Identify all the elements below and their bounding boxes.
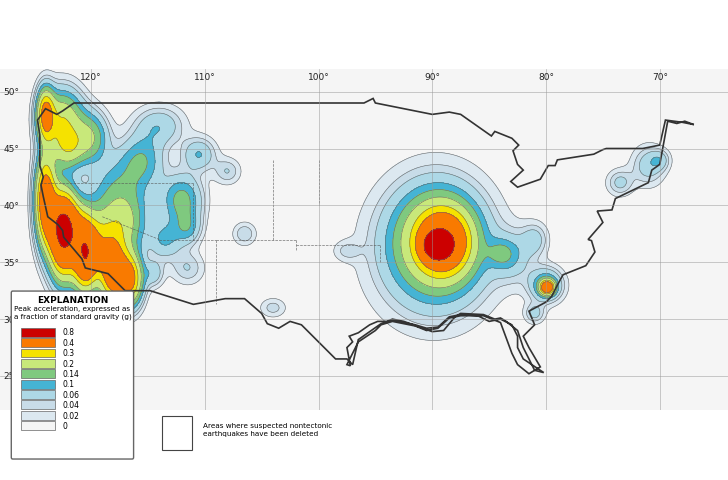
Bar [22,349,55,358]
Text: 100°: 100° [308,73,329,82]
Bar [22,370,55,378]
Text: 0.14: 0.14 [63,369,79,378]
Text: 0: 0 [63,421,67,430]
Text: 90°: 90° [424,73,440,82]
Text: 0.02: 0.02 [63,411,79,420]
Bar [22,359,55,368]
Bar [22,338,55,347]
Bar [162,416,192,450]
Bar [22,421,55,430]
Text: 0.3: 0.3 [63,348,74,358]
Bar [22,380,55,389]
Text: 35°: 35° [4,258,20,267]
Text: 0.4: 0.4 [63,338,74,347]
Text: 40°: 40° [4,202,19,210]
Text: 50°: 50° [4,88,20,97]
Text: 0.8: 0.8 [63,328,74,337]
Text: 110°: 110° [194,73,215,82]
Text: 70°: 70° [652,73,668,82]
Text: 0.04: 0.04 [63,400,79,409]
Bar [22,390,55,399]
Text: 45°: 45° [4,144,19,154]
Bar [22,328,55,337]
Bar [22,411,55,420]
Text: 120°: 120° [80,73,102,82]
Text: 25°: 25° [4,372,19,381]
Text: EXPLANATION: EXPLANATION [36,295,108,304]
Text: Peak acceleration, expressed as
a fraction of standard gravity (g): Peak acceleration, expressed as a fracti… [14,305,131,319]
FancyBboxPatch shape [12,291,134,459]
Text: 0.1: 0.1 [63,380,74,389]
Text: Areas where suspected nontectonic
earthquakes have been deleted: Areas where suspected nontectonic earthq… [202,422,332,436]
Text: 30°: 30° [4,315,20,324]
Bar [22,401,55,409]
Text: 0.2: 0.2 [63,359,74,368]
Text: 0.06: 0.06 [63,390,79,399]
Text: 80°: 80° [538,73,554,82]
